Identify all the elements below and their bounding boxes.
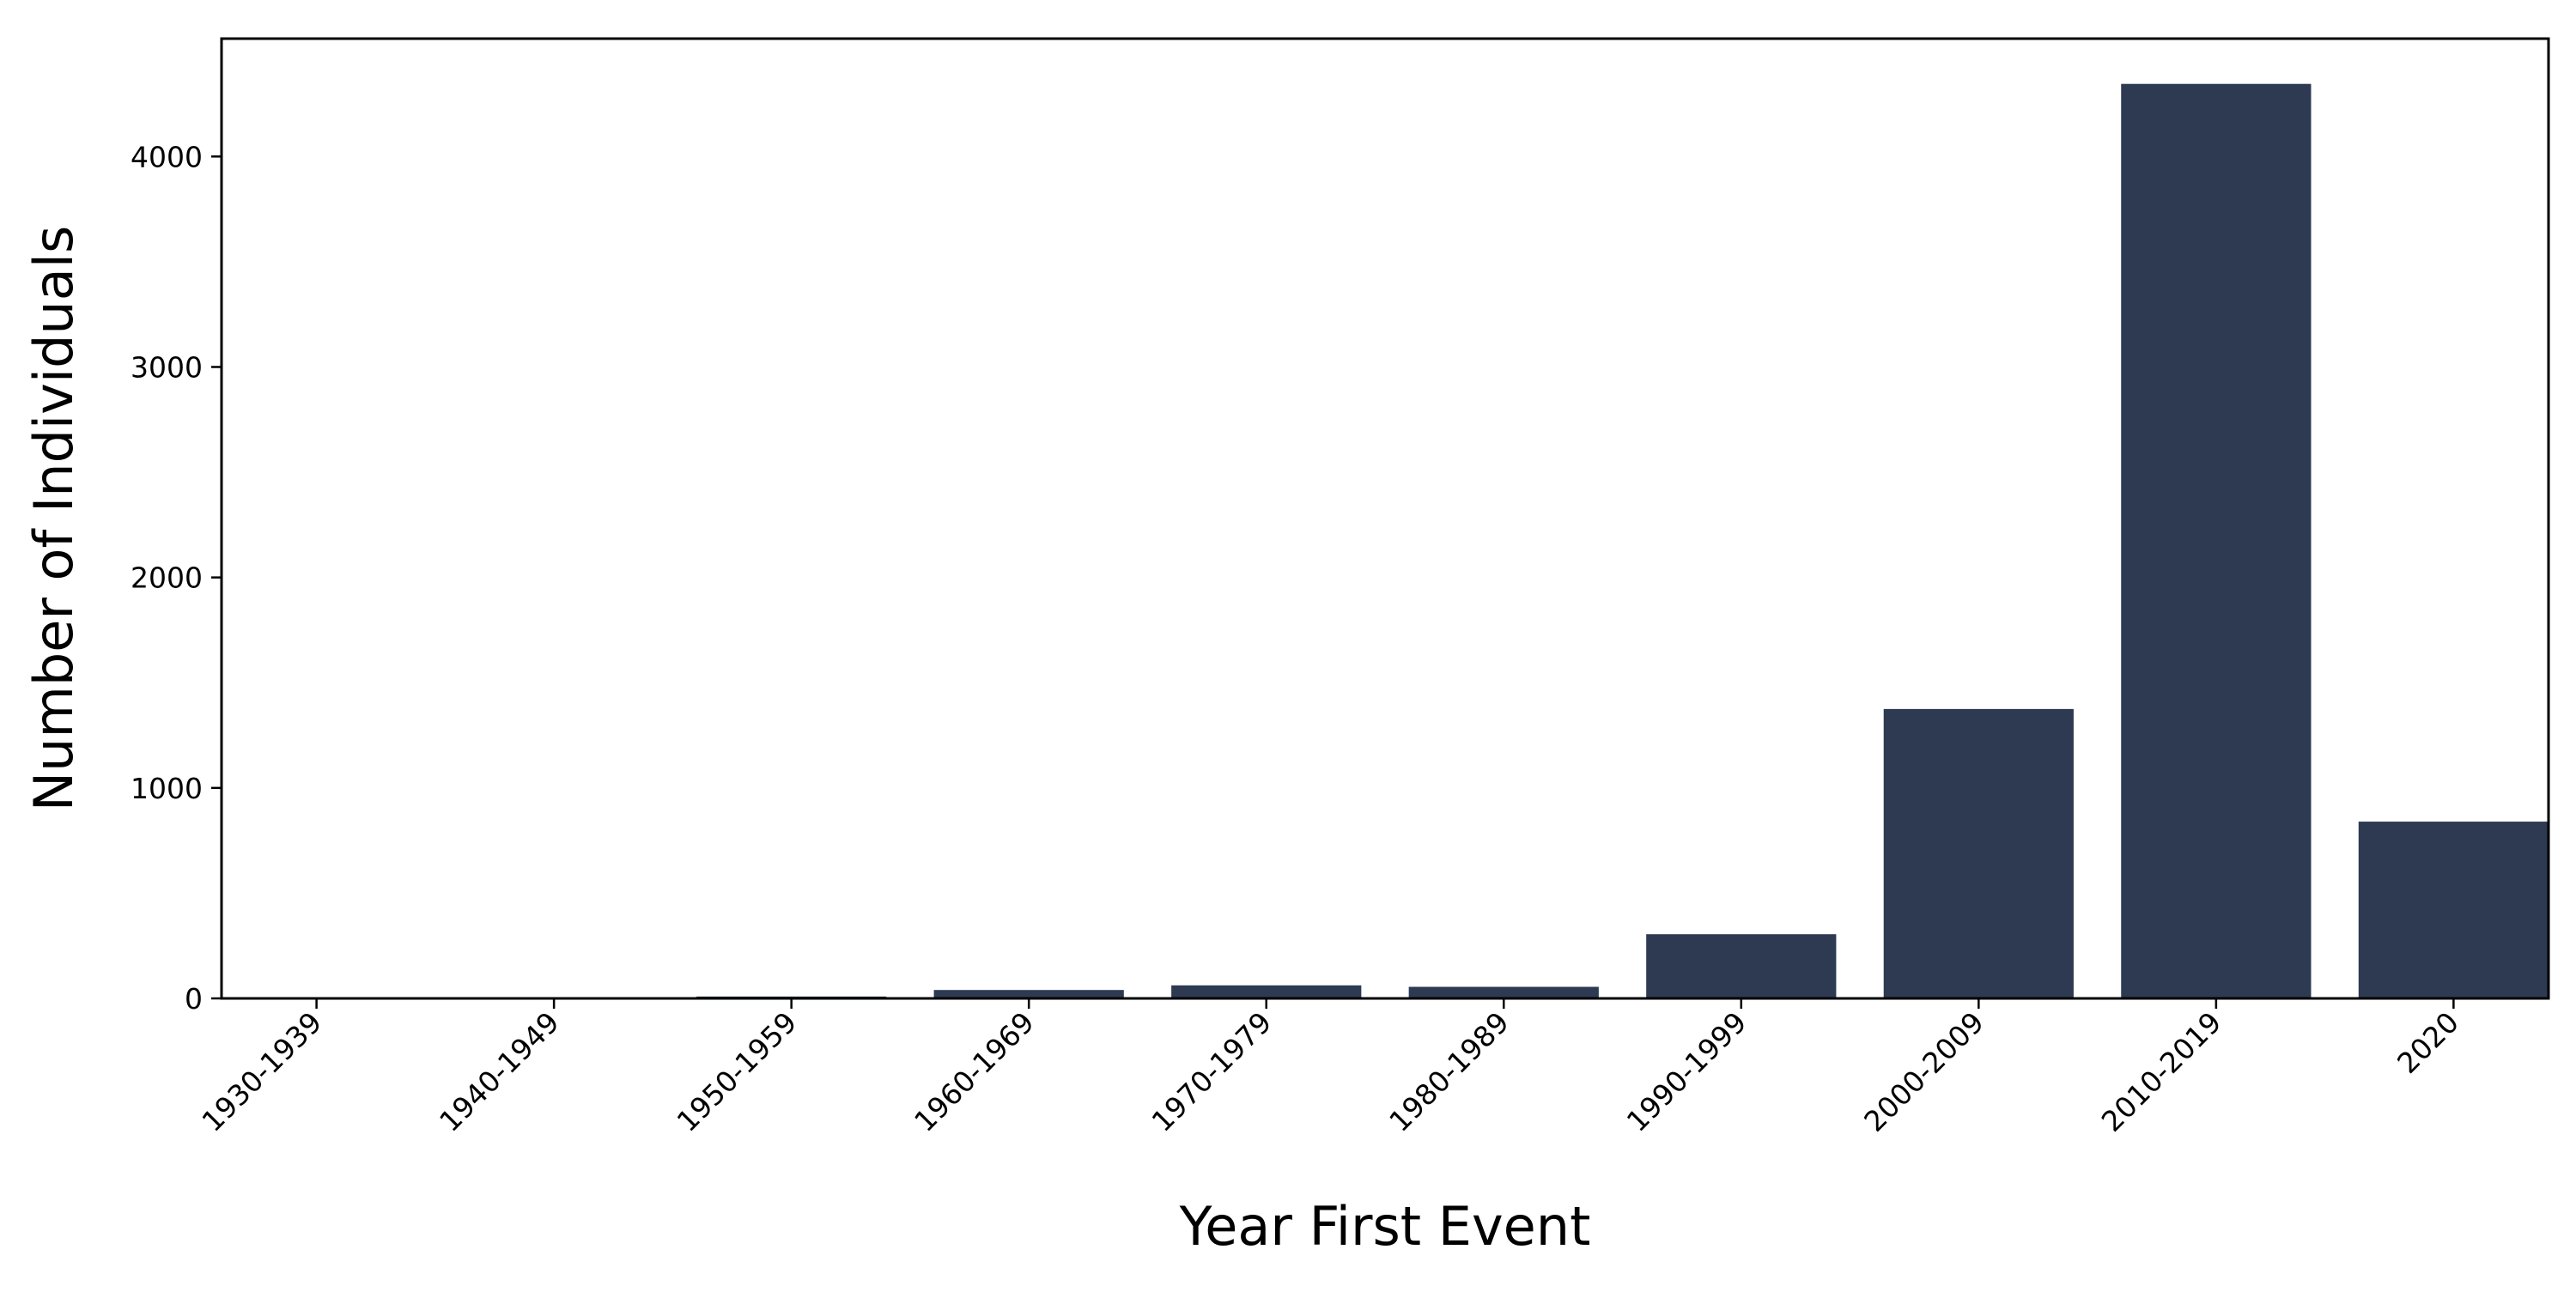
- x-axis-title: Year First Event: [1179, 1195, 1591, 1258]
- bar-2020: [2358, 822, 2549, 998]
- plot-frame: [220, 37, 2550, 1000]
- bar-1970-1979: [1171, 985, 1362, 998]
- y-tick-label: 1000: [131, 772, 203, 805]
- x-axis: 1930-1939 1940-1949 1950-1959 1960-1969 1970…: [196, 998, 2465, 1138]
- y-tick-label: 0: [185, 982, 203, 1016]
- y-tick-label: 4000: [131, 140, 203, 173]
- x-tick-label: 1930-1939: [196, 1005, 329, 1138]
- x-tick-label: 2020: [2391, 1005, 2465, 1080]
- x-tick-label: 1950-1959: [671, 1005, 804, 1138]
- x-tick-label: 2010-2019: [2095, 1005, 2228, 1138]
- y-axis-title: Number of Individuals: [22, 226, 85, 811]
- x-tick-label: 1960-1969: [908, 1005, 1041, 1138]
- y-tick-label: 3000: [131, 350, 203, 384]
- x-tick-label: 1970-1979: [1145, 1005, 1279, 1138]
- y-tick-label: 2000: [131, 561, 203, 595]
- x-tick-label: 2000-2009: [1857, 1005, 1990, 1138]
- bars-layer: [222, 83, 2549, 998]
- x-tick-label: 1990-1999: [1620, 1005, 1753, 1138]
- bar-2010-2019: [2121, 83, 2312, 998]
- bar-2000-2009: [1883, 708, 2074, 998]
- bar-1990-1999: [1646, 934, 1837, 998]
- bar-1980-1989: [1408, 986, 1599, 998]
- x-tick-label: 1980-1989: [1382, 1005, 1516, 1138]
- x-tick-label: 1940-1949: [433, 1005, 566, 1138]
- y-axis: 0 1000 2000 3000 4000: [131, 140, 222, 1016]
- bar-1960-1969: [933, 990, 1124, 998]
